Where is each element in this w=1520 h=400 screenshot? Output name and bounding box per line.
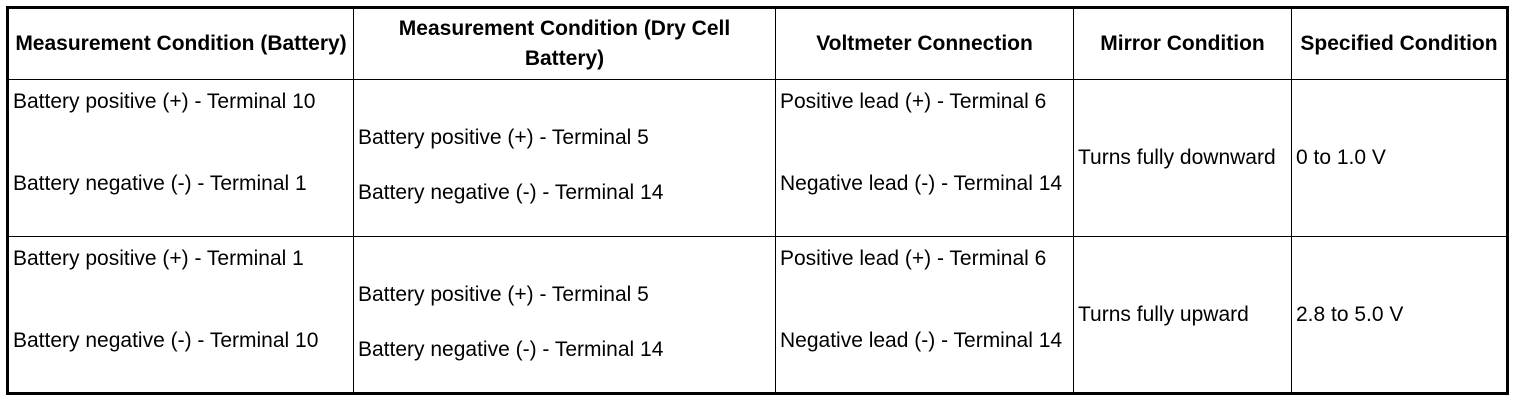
voltmeter-cell: Positive lead (+) - Terminal 6 Negative … bbox=[775, 236, 1074, 394]
header-voltmeter: Voltmeter Connection bbox=[775, 7, 1074, 80]
table-row: Battery positive (+) - Terminal 1 Batter… bbox=[7, 236, 1508, 394]
specified-cell: 2.8 to 5.0 V bbox=[1291, 236, 1508, 394]
dry-positive-text: Battery positive (+) - Terminal 5 bbox=[358, 126, 649, 149]
negative-lead-text: Negative lead (-) - Terminal 14 bbox=[780, 172, 1063, 195]
positive-lead-text: Positive lead (+) - Terminal 6 bbox=[780, 90, 1047, 113]
dry-negative-text: Battery negative (-) - Terminal 14 bbox=[358, 181, 664, 204]
header-specified: Specified Condition bbox=[1291, 7, 1508, 80]
positive-lead-text: Positive lead (+) - Terminal 6 bbox=[780, 246, 1047, 270]
header-battery: Measurement Condition (Battery) bbox=[7, 7, 354, 80]
mirror-cell: Turns fully upward bbox=[1073, 236, 1292, 394]
dry-cell-cell: Battery positive (+) - Terminal 5 Batter… bbox=[353, 236, 776, 394]
mirror-cell: Turns fully downward bbox=[1073, 79, 1292, 237]
negative-lead-text: Negative lead (-) - Terminal 14 bbox=[780, 328, 1063, 352]
header-dry-cell: Measurement Condition (Dry Cell Battery) bbox=[353, 7, 776, 80]
header-row: Measurement Condition (Battery) Measurem… bbox=[7, 7, 1508, 80]
voltmeter-cell: Positive lead (+) - Terminal 6 Negative … bbox=[775, 79, 1074, 237]
header-mirror: Mirror Condition bbox=[1073, 7, 1292, 80]
battery-positive-text: Battery positive (+) - Terminal 1 bbox=[13, 246, 304, 270]
battery-negative-text: Battery negative (-) - Terminal 1 bbox=[13, 172, 307, 195]
battery-cell: Battery positive (+) - Terminal 10 Batte… bbox=[7, 79, 354, 237]
dry-negative-text: Battery negative (-) - Terminal 14 bbox=[358, 337, 664, 361]
specified-cell: 0 to 1.0 V bbox=[1291, 79, 1508, 237]
dry-positive-text: Battery positive (+) - Terminal 5 bbox=[358, 282, 649, 306]
battery-positive-text: Battery positive (+) - Terminal 10 bbox=[13, 90, 316, 113]
battery-negative-text: Battery negative (-) - Terminal 10 bbox=[13, 328, 319, 352]
dry-cell-cell: Battery positive (+) - Terminal 5 Batter… bbox=[353, 79, 776, 237]
battery-cell: Battery positive (+) - Terminal 1 Batter… bbox=[7, 236, 354, 394]
measurement-table: Measurement Condition (Battery) Measurem… bbox=[6, 6, 1509, 395]
table-row: Battery positive (+) - Terminal 10 Batte… bbox=[7, 79, 1508, 237]
